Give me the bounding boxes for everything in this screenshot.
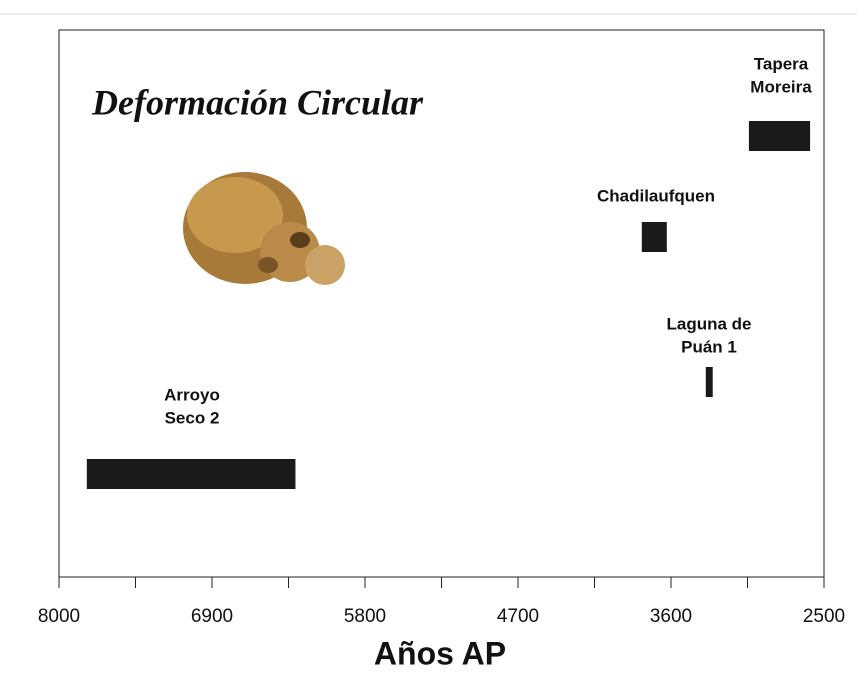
x-axis-title: Años AP bbox=[374, 635, 506, 671]
range-bar bbox=[749, 121, 810, 151]
bar-label: Puán 1 bbox=[681, 337, 737, 356]
x-tick-label: 8000 bbox=[38, 606, 80, 627]
range-bar bbox=[87, 459, 296, 489]
bar-label: Arroyo bbox=[164, 385, 220, 404]
bar-label: Moreira bbox=[750, 77, 812, 96]
x-tick-label: 4700 bbox=[497, 606, 539, 627]
chart: Deformación Circular Años AP 8000 6900 580… bbox=[0, 0, 857, 684]
chart-title: Deformación Circular bbox=[91, 82, 424, 122]
bar-label: Tapera bbox=[754, 54, 809, 73]
range-bar bbox=[706, 367, 713, 397]
x-tick-label: 3600 bbox=[650, 606, 692, 627]
bar-label: Chadilaufquen bbox=[597, 186, 715, 205]
range-bar bbox=[642, 222, 667, 252]
x-tick-label: 5800 bbox=[344, 606, 386, 627]
bar-label: Laguna de bbox=[666, 314, 751, 333]
x-tick-label: 2500 bbox=[803, 606, 845, 627]
bar-label: Seco 2 bbox=[165, 408, 220, 427]
x-tick-label: 6900 bbox=[191, 606, 233, 627]
